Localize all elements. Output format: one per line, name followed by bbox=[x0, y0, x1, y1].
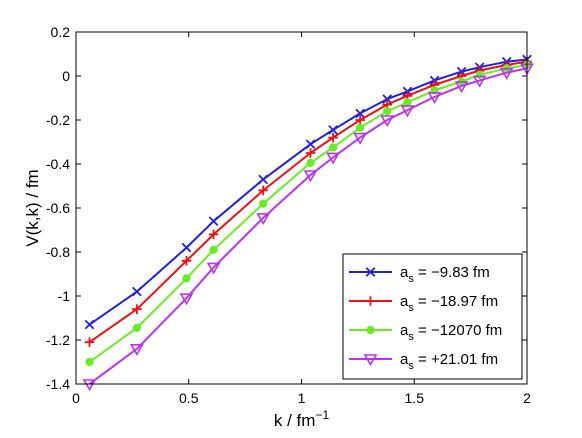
legend-swatch-marker bbox=[365, 296, 376, 306]
x-tick-label: 0 bbox=[72, 390, 80, 406]
series-line bbox=[88, 67, 528, 385]
data-point bbox=[258, 174, 269, 185]
data-point bbox=[454, 81, 469, 93]
y-tick-label: -1 bbox=[58, 288, 71, 304]
legend-label: as = −9.83 fm bbox=[400, 264, 490, 285]
legend-swatch-marker bbox=[363, 354, 378, 367]
legend-label: as = +21.01 fm bbox=[400, 351, 498, 372]
y-tick-label: -0.6 bbox=[46, 200, 70, 216]
series-2 bbox=[84, 56, 532, 347]
data-point bbox=[355, 108, 365, 119]
data-point bbox=[305, 148, 316, 158]
data-point bbox=[328, 143, 338, 152]
data-point bbox=[353, 132, 368, 145]
legend: as = −9.83 fm as = −18.97 fm as = −12070 f… bbox=[342, 253, 523, 380]
legend-item-3: as = −12070 fm bbox=[349, 322, 502, 343]
data-point bbox=[403, 98, 412, 107]
data-point bbox=[85, 357, 94, 367]
y-tick-label: 0.2 bbox=[51, 24, 71, 40]
legend-item-2: as = −18.97 fm bbox=[349, 293, 498, 314]
data-point bbox=[380, 115, 395, 128]
x-tick-label: 0.5 bbox=[179, 390, 199, 406]
legend-swatch-marker bbox=[365, 267, 376, 277]
data-point bbox=[383, 107, 392, 116]
data-point bbox=[208, 229, 219, 240]
data-point bbox=[328, 132, 338, 143]
y-axis-label: V(k,k) / fm bbox=[23, 169, 42, 246]
data-point bbox=[472, 75, 487, 88]
data-point bbox=[181, 242, 192, 253]
data-point bbox=[209, 245, 218, 254]
data-point bbox=[259, 199, 268, 208]
data-point bbox=[326, 152, 340, 165]
data-point bbox=[258, 185, 268, 196]
data-point bbox=[305, 139, 316, 150]
data-point bbox=[356, 123, 365, 132]
data-point bbox=[182, 274, 191, 283]
data-point bbox=[427, 92, 442, 104]
data-point bbox=[400, 105, 415, 118]
data-point bbox=[132, 304, 142, 314]
data-point bbox=[499, 67, 514, 80]
x-tick-label: 1.5 bbox=[405, 390, 425, 406]
data-point bbox=[306, 158, 315, 167]
data-point bbox=[303, 170, 318, 183]
data-point bbox=[475, 70, 484, 80]
data-point bbox=[256, 213, 271, 225]
data-point bbox=[82, 379, 97, 392]
data-point bbox=[355, 115, 365, 125]
y-tick-label: -0.2 bbox=[46, 112, 70, 128]
data-point bbox=[132, 286, 142, 297]
ticks-layer: 0 0.5 1 1.5 2 0.2 0 -0.2 -0.4 -0.6 -0.8 -1 -1.2 -1.4 bbox=[46, 24, 531, 406]
y-tick-label: -1.2 bbox=[46, 332, 70, 348]
x-tick-label: 2 bbox=[523, 390, 531, 406]
x-axis-label: k / fm−1 bbox=[274, 408, 330, 430]
data-point bbox=[84, 319, 95, 330]
data-point bbox=[84, 337, 95, 347]
series-4 bbox=[82, 63, 534, 392]
y-tick-label: 0 bbox=[62, 68, 70, 84]
data-point bbox=[208, 216, 219, 227]
x-tick-label: 1 bbox=[298, 390, 306, 406]
y-tick-label: -1.4 bbox=[46, 376, 70, 392]
data-point bbox=[132, 323, 141, 332]
legend-label: as = −12070 fm bbox=[400, 322, 502, 343]
data-point bbox=[382, 94, 393, 104]
legend-item-1: as = −9.83 fm bbox=[349, 264, 490, 285]
legend-swatch-marker bbox=[366, 325, 375, 335]
y-tick-label: -0.4 bbox=[46, 156, 70, 172]
data-point bbox=[328, 125, 338, 135]
legend-label: as = −18.97 fm bbox=[400, 293, 498, 314]
data-point bbox=[179, 293, 194, 306]
y-tick-label: -0.8 bbox=[46, 244, 70, 260]
data-point bbox=[181, 256, 192, 266]
data-point bbox=[206, 262, 221, 275]
legend-item-4: as = +21.01 fm bbox=[349, 351, 498, 372]
data-point bbox=[129, 344, 144, 356]
series-layer bbox=[82, 54, 534, 392]
